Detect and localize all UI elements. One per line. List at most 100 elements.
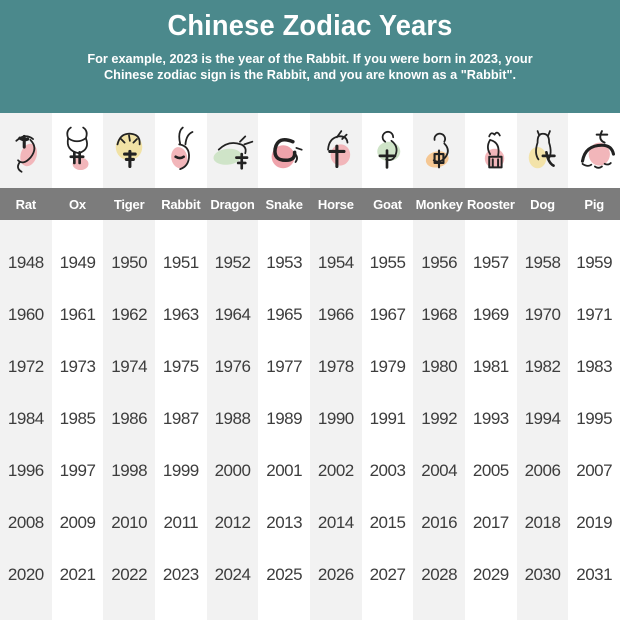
dog-icon — [529, 129, 557, 168]
year-column-dragon: 1952 1964 1976 1988 2000 2012 2024 — [207, 220, 259, 620]
year-cell: 1951 — [162, 253, 199, 272]
year-cell: 2026 — [317, 565, 354, 584]
year-cell: 1974 — [111, 357, 148, 376]
zodiac-column-ox: Ox 1949 1961 1973 1985 1997 2009 2021 — [51, 113, 104, 620]
column-header-dragon: Dragon — [206, 188, 259, 220]
page-title: Chinese Zodiac Years — [167, 10, 453, 42]
year-cell: 1980 — [421, 357, 458, 376]
goat-icon — [377, 130, 401, 169]
year-column-ox: 1949 1961 1973 1985 1997 2009 2021 — [52, 220, 104, 620]
year-cell: 1979 — [369, 357, 406, 376]
rat-icon — [15, 134, 37, 173]
zodiac-column-pig: Pig 1959 1971 1983 1995 2007 2019 2031 — [568, 113, 620, 620]
year-cell: 2028 — [421, 565, 458, 584]
ox-icon — [66, 126, 89, 170]
dragon-icon — [213, 135, 254, 170]
year-cell: 1964 — [214, 305, 251, 324]
snake-icon — [271, 137, 303, 168]
year-cell: 1967 — [369, 305, 406, 324]
year-cell: 1972 — [7, 357, 44, 376]
dragon-icon-cell — [207, 113, 259, 188]
year-column-monkey: 1956 1968 1980 1992 2004 2016 2028 — [413, 220, 465, 620]
year-cell: 2007 — [576, 461, 613, 480]
column-header-rat: Rat — [0, 188, 52, 220]
tiger-icon — [115, 132, 143, 168]
year-cell: 1965 — [266, 305, 303, 324]
snake-icon-cell — [258, 113, 310, 188]
year-cell: 1948 — [7, 253, 44, 272]
zodiac-column-goat: Goat 1955 1967 1979 1991 2003 2015 2027 — [361, 113, 414, 620]
page-subtitle: For example, 2023 is the year of the Rab… — [6, 51, 614, 82]
year-cell: 1988 — [214, 409, 251, 428]
year-cell: 1987 — [162, 409, 199, 428]
year-cell: 2012 — [214, 513, 251, 532]
year-cell: 1966 — [317, 305, 354, 324]
year-cell: 1955 — [369, 253, 406, 272]
zodiac-column-dragon: Dragon 1952 1964 1976 1988 2000 2012 2024 — [206, 113, 259, 620]
year-cell: 1982 — [524, 357, 561, 376]
rabbit-icon — [171, 126, 194, 170]
year-cell: 1976 — [214, 357, 251, 376]
subtitle-line-2: Chinese zodiac sign is the Rabbit, and y… — [103, 66, 517, 82]
year-cell: 2029 — [472, 565, 509, 584]
header: Chinese Zodiac Years For example, 2023 i… — [0, 0, 620, 113]
zodiac-column-tiger: Tiger 1950 1962 1974 1986 1998 2010 2022 — [103, 113, 155, 620]
year-cell: 1978 — [317, 357, 354, 376]
dog-icon-cell — [517, 113, 569, 188]
year-cell: 2015 — [369, 513, 406, 532]
year-cell: 2018 — [524, 513, 561, 532]
year-cell: 1954 — [317, 253, 354, 272]
zodiac-column-rooster: Rooster 1957 1969 1981 1993 2005 2017 2029 — [465, 113, 517, 620]
column-header-snake: Snake — [258, 188, 310, 220]
year-cell: 1997 — [59, 461, 96, 480]
year-cell: 1973 — [59, 357, 96, 376]
column-header-tiger: Tiger — [103, 188, 155, 220]
zodiac-year-table: Rat 1948 1960 1972 1984 1996 2008 2020 Ox 1949 196… — [0, 113, 620, 620]
year-cell: 2002 — [317, 461, 354, 480]
year-cell: 1959 — [576, 253, 613, 272]
year-cell: 1962 — [111, 305, 148, 324]
year-cell: 1984 — [7, 409, 44, 428]
year-cell: 2013 — [266, 513, 303, 532]
year-cell: 1983 — [576, 357, 613, 376]
tiger-icon-cell — [103, 113, 155, 188]
year-cell: 1985 — [59, 409, 96, 428]
year-cell: 1968 — [421, 305, 458, 324]
year-column-rooster: 1957 1969 1981 1993 2005 2017 2029 — [465, 220, 517, 620]
column-header-rabbit: Rabbit — [155, 188, 207, 220]
year-cell: 2004 — [421, 461, 458, 480]
year-cell: 2008 — [7, 513, 44, 532]
year-cell: 1957 — [472, 253, 509, 272]
rooster-icon-cell — [465, 113, 517, 188]
year-cell: 2014 — [317, 513, 354, 532]
column-header-rooster: Rooster — [465, 188, 517, 220]
year-cell: 2016 — [421, 513, 458, 532]
year-cell: 1992 — [421, 409, 458, 428]
year-cell: 2022 — [111, 565, 148, 584]
year-cell: 1963 — [162, 305, 199, 324]
year-column-horse: 1954 1966 1978 1990 2002 2014 2026 — [310, 220, 362, 620]
year-cell: 1981 — [472, 357, 509, 376]
horse-icon-cell — [310, 113, 362, 188]
year-cell: 2025 — [266, 565, 303, 584]
year-cell: 2010 — [111, 513, 148, 532]
goat-icon-cell — [362, 113, 414, 188]
year-cell: 1989 — [266, 409, 303, 428]
year-cell: 2023 — [162, 565, 199, 584]
rooster-icon — [484, 131, 505, 168]
year-cell: 1975 — [162, 357, 199, 376]
year-cell: 1952 — [214, 253, 251, 272]
year-cell: 1960 — [7, 305, 44, 324]
year-cell: 2031 — [576, 565, 613, 584]
year-column-goat: 1955 1967 1979 1991 2003 2015 2027 — [362, 220, 414, 620]
column-header-dog: Dog — [516, 188, 569, 220]
year-cell: 2020 — [7, 565, 44, 584]
column-header-horse: Horse — [310, 188, 362, 220]
year-cell: 1971 — [576, 305, 613, 324]
column-header-pig: Pig — [568, 188, 620, 220]
year-cell: 1999 — [162, 461, 199, 480]
zodiac-column-snake: Snake 1953 1965 1977 1989 2001 2013 2025 — [258, 113, 310, 620]
year-cell: 1970 — [524, 305, 561, 324]
year-cell: 2003 — [369, 461, 406, 480]
